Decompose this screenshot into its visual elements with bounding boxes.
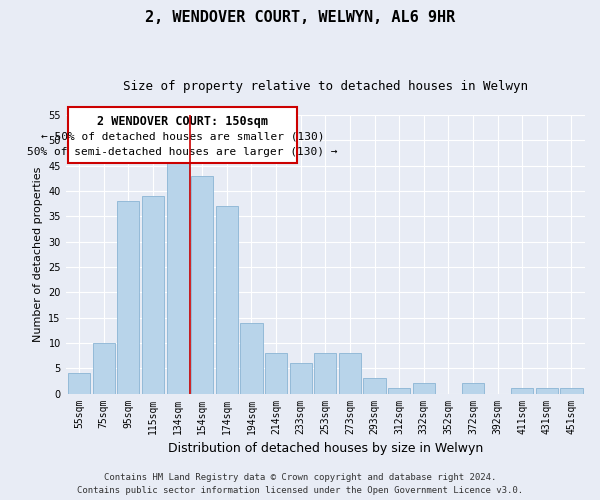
Bar [191, 176, 213, 394]
Bar [511, 388, 533, 394]
Bar [364, 378, 386, 394]
Bar [339, 353, 361, 394]
Bar [388, 388, 410, 394]
Bar [117, 201, 139, 394]
Bar [265, 353, 287, 394]
Bar [92, 343, 115, 394]
FancyBboxPatch shape [68, 108, 297, 163]
Bar [290, 363, 312, 394]
Bar [216, 206, 238, 394]
Text: Contains HM Land Registry data © Crown copyright and database right 2024.
Contai: Contains HM Land Registry data © Crown c… [77, 473, 523, 495]
Text: ← 50% of detached houses are smaller (130): ← 50% of detached houses are smaller (13… [41, 132, 324, 141]
Bar [536, 388, 558, 394]
Bar [560, 388, 583, 394]
Text: 2, WENDOVER COURT, WELWYN, AL6 9HR: 2, WENDOVER COURT, WELWYN, AL6 9HR [145, 10, 455, 25]
Bar [241, 322, 263, 394]
Bar [314, 353, 337, 394]
Bar [68, 374, 90, 394]
Text: 2 WENDOVER COURT: 150sqm: 2 WENDOVER COURT: 150sqm [97, 115, 268, 128]
Title: Size of property relative to detached houses in Welwyn: Size of property relative to detached ho… [123, 80, 528, 93]
X-axis label: Distribution of detached houses by size in Welwyn: Distribution of detached houses by size … [167, 442, 483, 455]
Bar [142, 196, 164, 394]
Bar [462, 384, 484, 394]
Text: 50% of semi-detached houses are larger (130) →: 50% of semi-detached houses are larger (… [27, 147, 338, 157]
Bar [167, 160, 188, 394]
Bar [413, 384, 435, 394]
Y-axis label: Number of detached properties: Number of detached properties [32, 166, 43, 342]
